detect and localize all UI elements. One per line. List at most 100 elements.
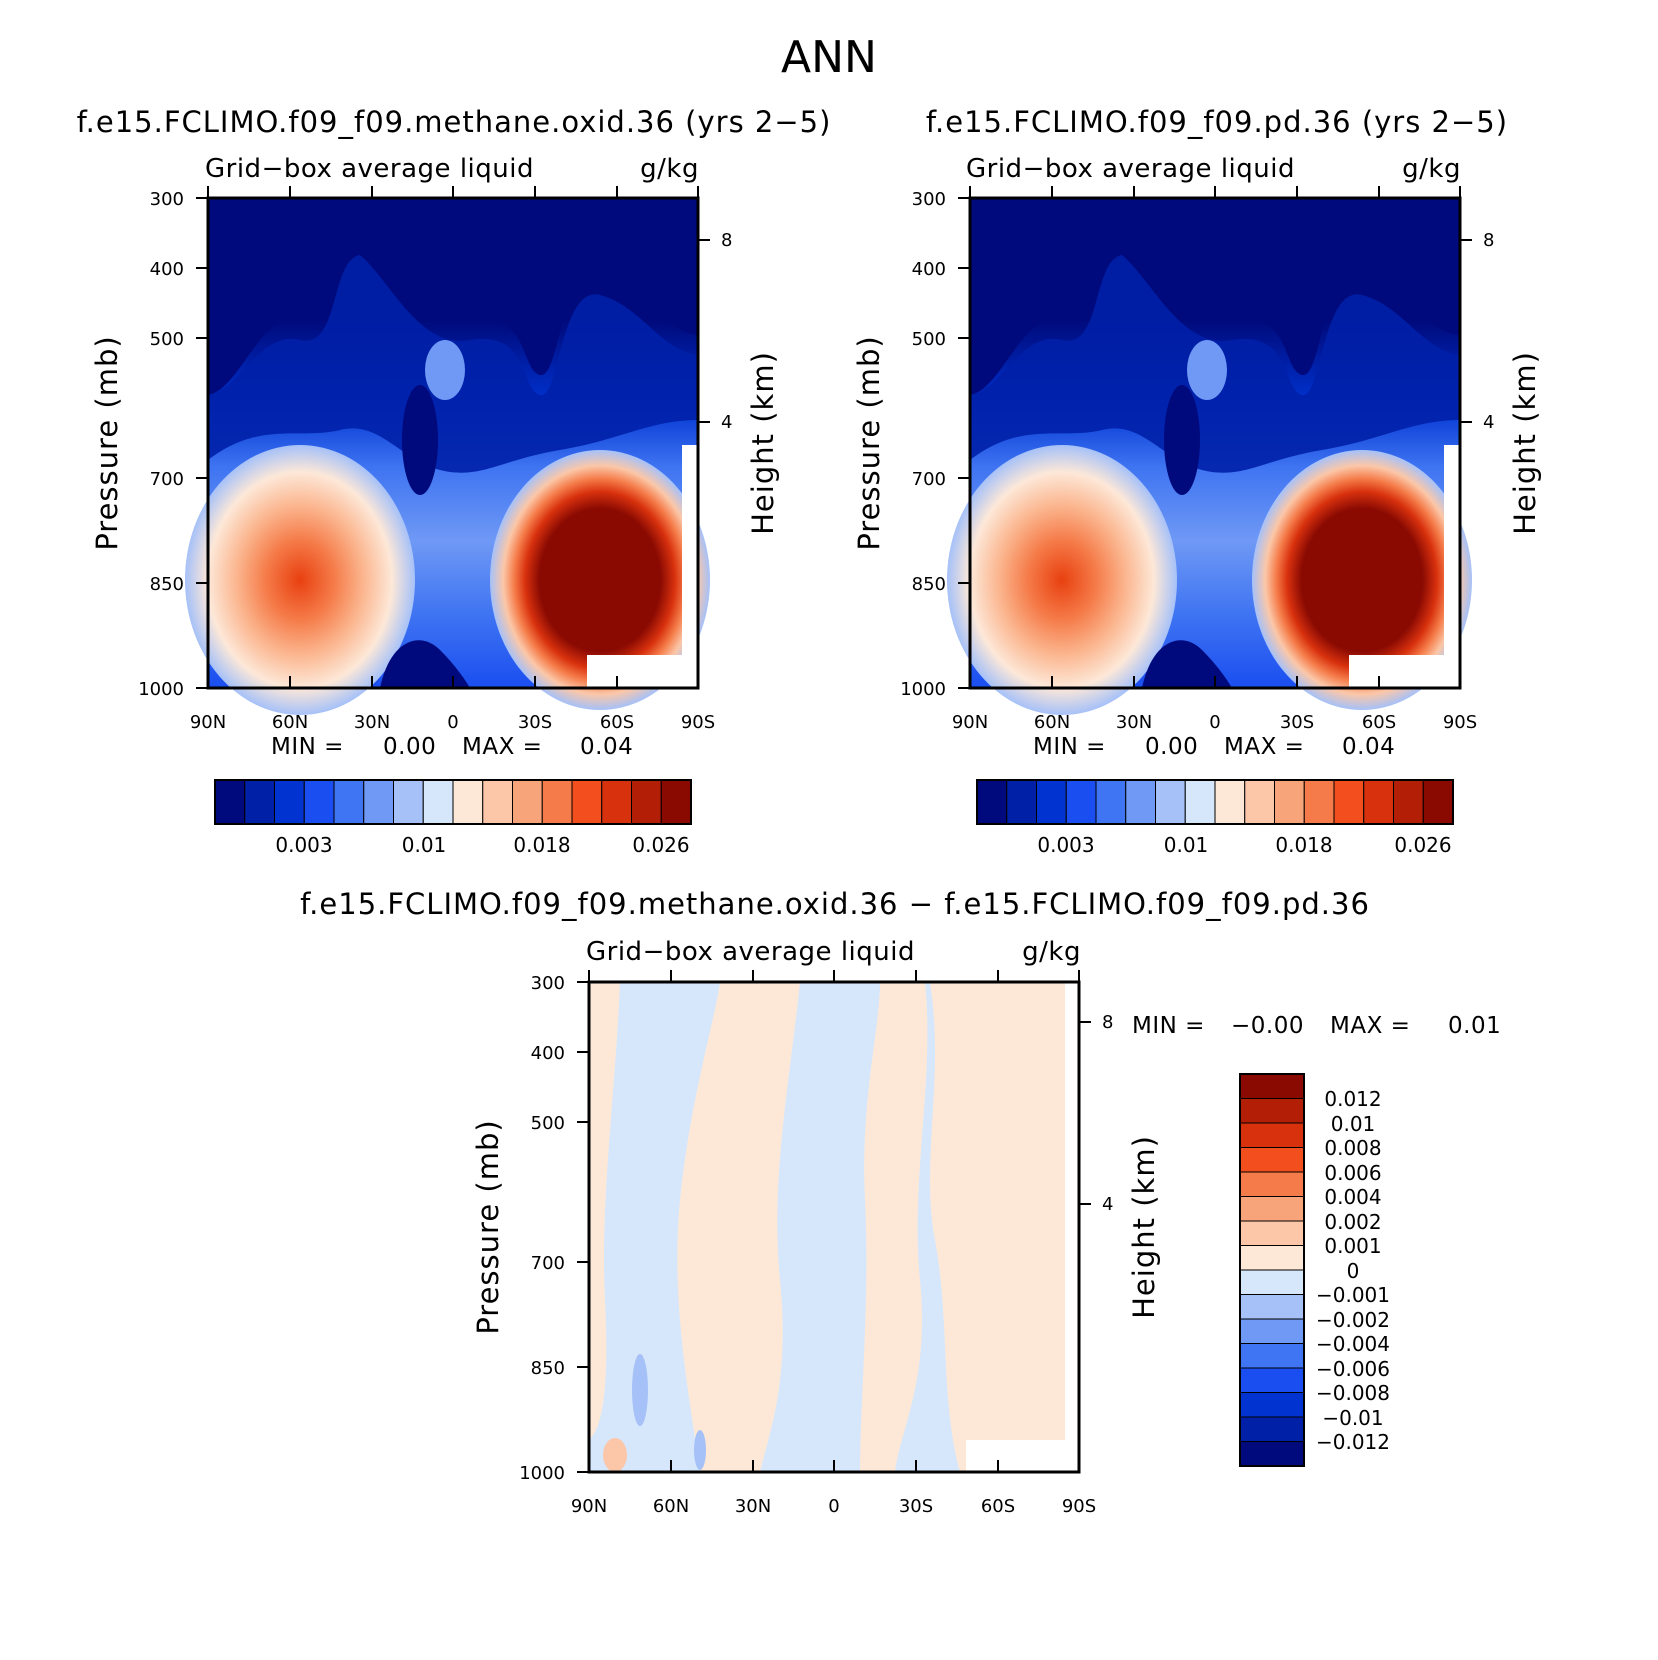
colorbar-swatch [1239,1171,1305,1197]
panel-1-ytick-label: 500 [150,329,184,350]
panel-1-xtick-label: 60N [272,712,308,733]
panel-3-ytick-label: 1000 [519,1463,565,1484]
panel-1-min-value: 0.00 [383,734,436,760]
colorbar-swatch [1239,1122,1305,1148]
panel-1-y2tick-label: 4 [721,412,732,433]
panel-3-units: g/kg [1022,937,1081,967]
panel-3-variable-label: Grid−box average liquid [586,937,915,967]
panel-3-colorbar-label: −0.01 [1322,1406,1383,1430]
colorbar-swatch [1274,779,1305,825]
colorbar-swatch [1239,1416,1305,1442]
panel-3-min-label: MIN = [1132,1013,1205,1039]
colorbar-border [976,779,1454,825]
panel-1-ytick-label: 700 [150,469,184,490]
colorbar-swatch [1239,1196,1305,1222]
panel-2-max-value: 0.04 [1342,734,1395,760]
panel-3-colorbar-label: 0.012 [1324,1087,1381,1111]
panel-1-min-label: MIN = [271,734,344,760]
panel-2-colorbar-label: 0.018 [1275,833,1332,857]
panel-1-colorbar-label: 0.003 [275,833,332,857]
panel-2-units: g/kg [1402,154,1461,184]
panel-3-colorbar-label: 0 [1347,1259,1360,1283]
panel-3-y2label: Height (km) [1127,1135,1161,1319]
panel-3-ytick-label: 400 [531,1043,565,1064]
colorbar-swatch [1036,779,1067,825]
panel-2-xtick-label: 60N [1034,712,1070,733]
panel-3-colorbar [1239,1073,1305,1467]
panel-2: f.e15.FCLIMO.f09_f09.pd.36 (yrs 2−5) Gri… [852,105,1542,857]
panel-3-max-value: 0.01 [1448,1013,1501,1039]
colorbar-swatch [1214,779,1246,825]
panel-2-colorbar-label: 0.01 [1164,833,1209,857]
colorbar-swatch [631,779,662,825]
panel-1-x-axis [207,186,699,688]
colorbar-swatch [1065,779,1097,825]
panel-3-x-axis [588,970,1080,1472]
panel-3-colorbar-label: 0.001 [1324,1234,1381,1258]
colorbar-swatch [1125,779,1156,825]
panel-2-x-axis [969,186,1461,688]
panel-3-xtick-label: 90S [1062,1496,1096,1517]
panel-2-xtick-label: 90S [1443,712,1477,733]
colorbar-swatch [482,779,513,825]
colorbar-swatch [1333,779,1365,825]
panel-3-colorbar-label: −0.002 [1316,1308,1390,1332]
panel-3-xtick-label: 30N [735,1496,771,1517]
panel-2-variable-label: Grid−box average liquid [966,154,1295,184]
panel-3-title: f.e15.FCLIMO.f09_f09.methane.oxid.36 − f… [300,887,1370,921]
colorbar-swatch [1184,779,1216,825]
panel-1-ytick-label: 400 [150,259,184,280]
colorbar-swatch [1239,1318,1305,1344]
colorbar-swatch [1095,779,1127,825]
panel-1-ytick-label: 300 [150,189,184,210]
colorbar-swatch [1244,779,1275,825]
panel-1-units: g/kg [640,154,699,184]
panel-1-max-value: 0.04 [580,734,633,760]
panel-3-max-label: MAX = [1330,1013,1410,1039]
panel-1-xtick-label: 30S [518,712,552,733]
panel-2-xtick-label: 30N [1116,712,1152,733]
colorbar-swatch [571,779,603,825]
panel-2-xtick-label: 60S [1362,712,1396,733]
panel-2-colorbar-label: 0.026 [1394,833,1451,857]
colorbar-swatch [1393,779,1424,825]
panel-1-y2tick-label: 8 [721,230,732,251]
colorbar-swatch [244,779,275,825]
colorbar-swatch [1239,1392,1305,1418]
panel-1-xtick-label: 60S [600,712,634,733]
colorbar-swatch [214,779,246,825]
colorbar-swatch [1155,779,1186,825]
panel-3-colorbar-label: −0.012 [1316,1430,1390,1454]
colorbar-swatch [1006,779,1037,825]
panel-3-y2tick-label: 4 [1102,1194,1113,1215]
panel-1-title: f.e15.FCLIMO.f09_f09.methane.oxid.36 (yr… [77,105,832,139]
panel-1-ylabel: Pressure (mb) [90,335,124,550]
panel-3-ytick-label: 300 [531,973,565,994]
panel-1-colorbar-label: 0.01 [402,833,447,857]
panel-1-variable-label: Grid−box average liquid [205,154,534,184]
colorbar-swatch [422,779,454,825]
panel-1: f.e15.FCLIMO.f09_f09.methane.oxid.36 (yr… [77,105,832,857]
colorbar-swatch [1303,779,1335,825]
panel-2-min-label: MIN = [1033,734,1106,760]
panel-3-colorbar-label: −0.006 [1316,1357,1390,1381]
panel-2-ytick-label: 1000 [900,679,946,700]
colorbar-swatch [1239,1343,1305,1369]
panel-1-max-label: MAX = [462,734,542,760]
panel-3-y2tick-label: 8 [1102,1012,1113,1033]
colorbar-swatch [1239,1147,1305,1173]
panel-1-y-axis [196,197,710,689]
panel-3-ytick-label: 500 [531,1113,565,1134]
panel-2-colorbar-label: 0.003 [1037,833,1094,857]
colorbar-swatch [512,779,543,825]
colorbar-swatch [1422,779,1454,825]
panel-1-ytick-label: 850 [150,574,184,595]
panel-3-colorbar-label: 0.008 [1324,1136,1381,1160]
panel-2-ytick-label: 500 [912,329,946,350]
panel-2-xtick-label: 30S [1280,712,1314,733]
panel-2-xtick-label: 0 [1209,712,1220,733]
colorbar-swatch [1239,1441,1305,1467]
colorbar-border [1239,1073,1305,1467]
figure-title: ANN [781,32,877,83]
